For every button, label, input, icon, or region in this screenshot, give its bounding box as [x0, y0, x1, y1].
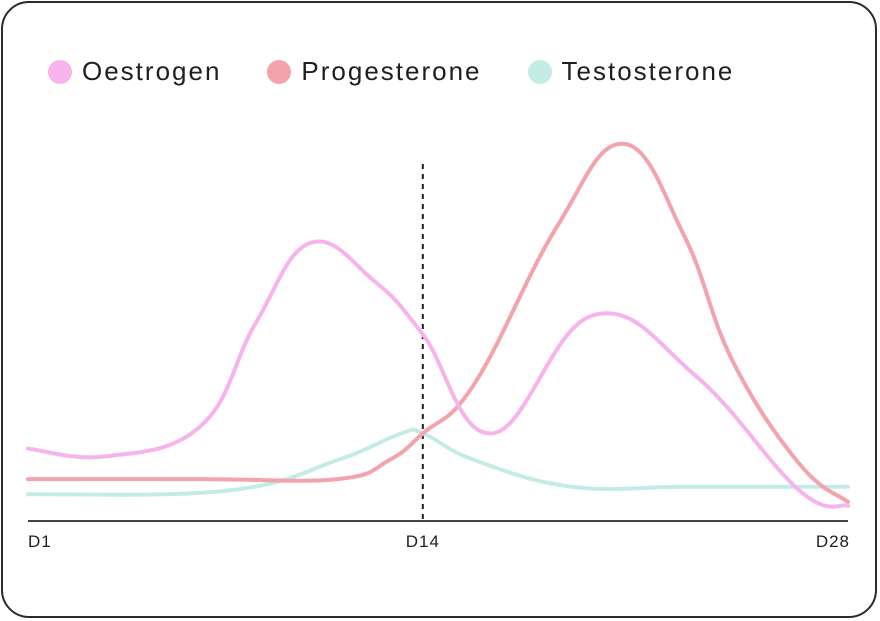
- legend-item-testosterone: Testosterone: [527, 56, 735, 87]
- series-line-oestrogen: [26, 239, 850, 509]
- series-line-testosterone: [26, 427, 850, 497]
- x-tick-label-d1: D1: [28, 532, 52, 551]
- legend-label-oestrogen: Oestrogen: [82, 56, 222, 86]
- legend-swatch-testosterone: [527, 59, 552, 84]
- x-tick-label-d28: D28: [816, 532, 850, 551]
- legend-item-oestrogen: Oestrogen: [48, 56, 221, 87]
- series-line-progesterone: [26, 141, 850, 504]
- legend-label-testosterone: Testosterone: [561, 56, 735, 86]
- legend-item-progesterone: Progesterone: [267, 56, 481, 87]
- chart-legend: Oestrogen Progesterone Testosterone: [48, 56, 780, 87]
- legend-label-progesterone: Progesterone: [301, 56, 482, 86]
- legend-swatch-progesterone: [267, 59, 292, 84]
- legend-swatch-oestrogen: [48, 59, 72, 84]
- x-tick-label-d14: D14: [406, 532, 440, 551]
